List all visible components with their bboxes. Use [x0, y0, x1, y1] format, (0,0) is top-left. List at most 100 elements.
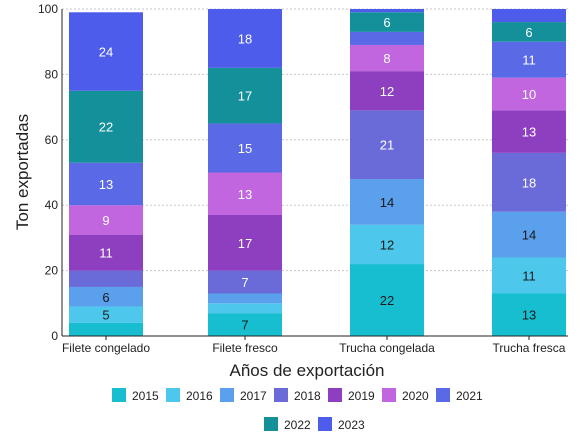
- bar-segment: [69, 286, 143, 307]
- bar-segment: [492, 9, 566, 23]
- bar-value-label: 17: [238, 89, 252, 104]
- bar-segment: [69, 322, 143, 336]
- bar-value-label: 5: [102, 308, 109, 323]
- y-tick-label: 80: [45, 67, 59, 81]
- bar-value-label: 22: [99, 120, 113, 135]
- bar-value-label: 18: [238, 31, 252, 46]
- bar-segment: [69, 234, 143, 271]
- legend-label: 2019: [348, 389, 375, 403]
- bar-segment: [69, 306, 143, 323]
- bar-segment: [350, 9, 424, 13]
- bar-value-label: 24: [99, 45, 113, 60]
- bar-segment: [350, 44, 424, 72]
- bar-value-label: 12: [380, 237, 394, 252]
- bar-segment: [69, 12, 143, 91]
- x-axis-title: Años de exportación: [230, 361, 385, 380]
- legend-swatch: [220, 388, 234, 402]
- bar-value-label: 11: [522, 269, 536, 284]
- bars: [69, 9, 566, 336]
- bar-value-label: 22: [380, 293, 394, 308]
- bar-segment: [69, 270, 143, 287]
- legend-swatch: [112, 388, 126, 402]
- bar-value-label: 13: [522, 125, 536, 140]
- legend-swatch: [274, 388, 288, 402]
- bar-value-label: 9: [102, 213, 109, 228]
- y-tick-label: 100: [38, 2, 58, 16]
- bar-value-label: 13: [522, 308, 536, 323]
- legend-label: 2018: [294, 389, 321, 403]
- y-tick-label: 20: [45, 264, 59, 278]
- legend-swatch: [318, 417, 332, 431]
- bar-segment: [208, 9, 282, 68]
- x-tick-label: Trucha congelada: [339, 341, 435, 355]
- x-tick-label: Filete fresco: [212, 341, 278, 355]
- bar-segment: [208, 270, 282, 294]
- bar-value-label: 15: [238, 141, 252, 156]
- y-tick-label: 0: [51, 329, 58, 343]
- bar-segment: [492, 41, 566, 78]
- legend-label: 2015: [132, 389, 159, 403]
- bar-value-label: 14: [380, 195, 394, 210]
- bar-segment: [208, 313, 282, 336]
- bar-value-label: 6: [102, 290, 109, 305]
- bar-segment: [69, 162, 143, 206]
- legend-swatch: [436, 388, 450, 402]
- bar-segment: [492, 257, 566, 294]
- bar-segment: [350, 12, 424, 32]
- bar-segment: [69, 205, 143, 235]
- bar-segment: [69, 90, 143, 163]
- y-tick-label: 40: [45, 198, 59, 212]
- y-axis-title: Ton exportadas: [13, 114, 32, 230]
- bar-segment: [208, 293, 282, 304]
- legend-swatch: [328, 388, 342, 402]
- bar-segment: [492, 77, 566, 111]
- bar-segment: [492, 211, 566, 258]
- bar-value-label: 7: [241, 275, 248, 290]
- bar-segment: [350, 110, 424, 180]
- bar-value-label: 12: [380, 84, 394, 99]
- legend-label: 2020: [402, 389, 429, 403]
- bar-value-label: 13: [99, 177, 113, 192]
- legend-label: 2017: [240, 389, 267, 403]
- bar-segment: [492, 22, 566, 42]
- legend-swatch: [382, 388, 396, 402]
- bar-value-label: 6: [525, 25, 532, 40]
- bar-segment: [350, 31, 424, 45]
- legend-label: 2022: [284, 418, 311, 432]
- bar-segment: [208, 123, 282, 173]
- bar-value-label: 17: [238, 236, 252, 251]
- bar-value-label: 18: [522, 175, 536, 190]
- bar-value-label: 8: [383, 51, 390, 66]
- bar-segment: [208, 67, 282, 124]
- legend-label: 2016: [186, 389, 213, 403]
- bar-segment: [208, 215, 282, 271]
- bar-segment: [350, 224, 424, 265]
- bar-segment: [492, 110, 566, 153]
- bar-segment: [208, 172, 282, 216]
- legend-swatch: [264, 417, 278, 431]
- y-tick-label: 60: [45, 133, 59, 147]
- legend-swatch: [166, 388, 180, 402]
- legend-label: 2023: [338, 418, 365, 432]
- bar-segment: [492, 152, 566, 212]
- bar-value-label: 7: [241, 318, 248, 333]
- bar-value-label: 6: [383, 15, 390, 30]
- bar-value-label: 13: [238, 187, 252, 202]
- bar-value-label: 10: [522, 87, 536, 102]
- bar-value-label: 14: [522, 228, 536, 243]
- bar-segment: [492, 293, 566, 336]
- bar-value-label: 21: [380, 138, 394, 153]
- x-tick-label: Trucha fresca: [493, 341, 566, 355]
- bar-value-label: 11: [522, 53, 536, 68]
- axes: 0 20 40 60 80 100 Filete congelado Filete fresc…: [38, 2, 568, 355]
- bar-segment: [208, 303, 282, 314]
- x-tick-label: Filete congelado: [62, 341, 150, 355]
- legend: 2015 2016 2017 2018 2019 2020 2021 2022 2023: [112, 388, 483, 432]
- bar-value-label: 11: [99, 246, 113, 261]
- segment-labels: 5 6 11 9 13 22 24 7 7 17 13 15 17 18 22 12 14 21 12 8 6 13 11 1…: [99, 15, 536, 332]
- bar-segment: [350, 179, 424, 225]
- legend-label: 2021: [456, 389, 483, 403]
- bar-segment: [350, 71, 424, 111]
- bar-segment: [350, 264, 424, 336]
